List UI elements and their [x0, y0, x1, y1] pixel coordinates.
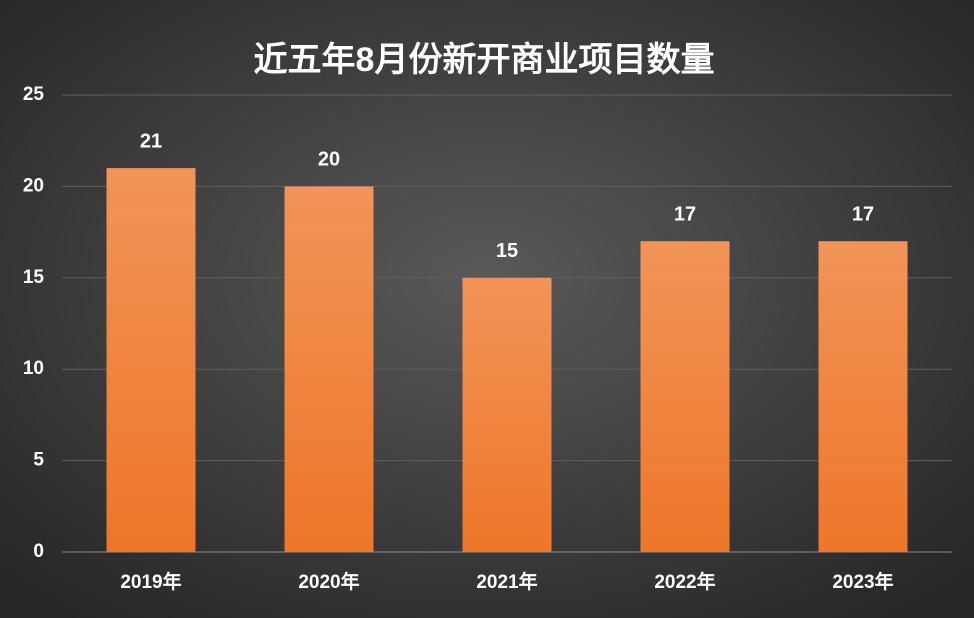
chart-title: 近五年8月份新开商业项目数量: [254, 41, 715, 79]
x-tick-label: 2020年: [298, 570, 359, 593]
value-label: 15: [496, 240, 518, 262]
bar-shine: [106, 168, 196, 552]
value-label: 17: [674, 204, 696, 226]
bar-shine: [284, 186, 374, 552]
x-tick-label: 2021年: [476, 570, 537, 593]
y-tick-label: 5: [33, 450, 44, 471]
bar-shine: [818, 241, 908, 553]
x-tick-label: 2023年: [832, 570, 893, 593]
bar-shine: [462, 277, 552, 552]
x-tick-label: 2022年: [654, 570, 715, 593]
value-label: 21: [140, 130, 162, 152]
y-tick-label: 0: [33, 541, 44, 562]
y-tick-label: 10: [23, 358, 44, 379]
y-tick-label: 20: [23, 175, 44, 196]
value-label: 20: [318, 149, 340, 171]
bar-shine: [640, 241, 730, 553]
y-tick-label: 15: [23, 267, 45, 288]
x-tick-label: 2019年: [120, 570, 181, 593]
value-label: 17: [852, 204, 874, 226]
y-tick-label: 25: [23, 84, 45, 105]
